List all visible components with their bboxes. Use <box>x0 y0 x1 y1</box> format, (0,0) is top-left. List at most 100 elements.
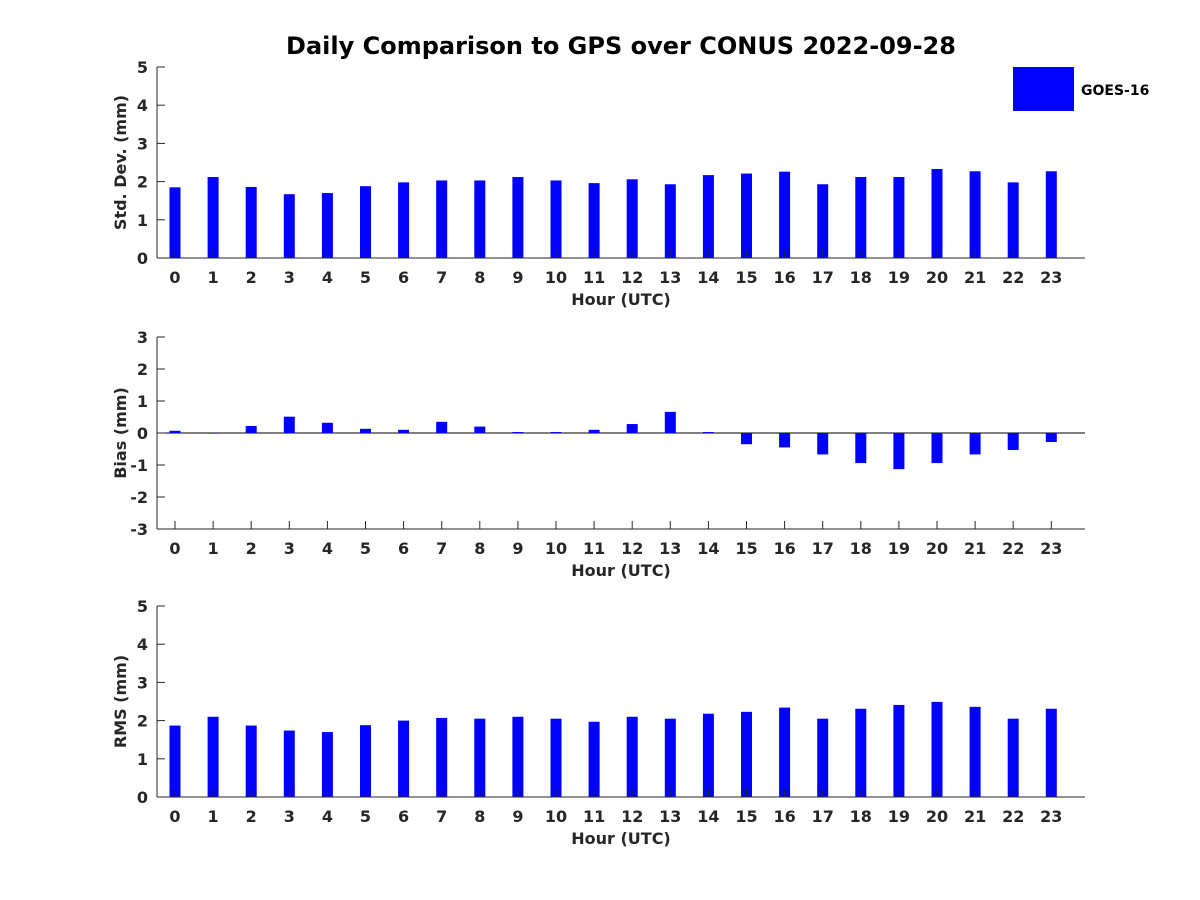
x-tick-label: 4 <box>322 539 333 558</box>
y-tick-label: 2 <box>137 712 148 731</box>
x-tick-label: 2 <box>246 539 257 558</box>
bar-hour-0 <box>169 430 181 433</box>
bar-hour-13 <box>664 184 676 258</box>
bar-hour-2 <box>245 725 257 797</box>
y-tick-label: 1 <box>137 750 148 769</box>
legend-label: GOES-16 <box>1081 83 1149 99</box>
x-tick-label: 11 <box>583 807 605 826</box>
x-tick-label: 10 <box>545 807 567 826</box>
x-tick-label: 1 <box>208 807 219 826</box>
y-tick-label: -2 <box>130 488 148 507</box>
bar-hour-9 <box>512 177 524 258</box>
bar-hour-2 <box>245 425 257 433</box>
y-tick-label: 5 <box>137 597 148 616</box>
bar-hour-14 <box>702 713 714 797</box>
bar-hour-17 <box>817 718 829 797</box>
bar-hour-9 <box>512 432 524 433</box>
bar-hour-4 <box>321 732 333 797</box>
chart-title: Daily Comparison to GPS over CONUS 2022-… <box>286 32 956 60</box>
x-tick-label: 0 <box>169 539 180 558</box>
x-tick-label: 14 <box>697 539 719 558</box>
y-tick-label: 1 <box>137 392 148 411</box>
bar-hour-21 <box>969 706 981 797</box>
x-tick-label: 13 <box>659 807 681 826</box>
x-tick-label: 22 <box>1002 807 1024 826</box>
x-tick-label: 20 <box>926 268 948 287</box>
bar-hour-3 <box>283 730 295 797</box>
bar-hour-15 <box>741 433 752 445</box>
y-tick-label: 1 <box>137 211 148 230</box>
x-tick-label: 9 <box>512 539 523 558</box>
bar-hour-19 <box>893 704 905 797</box>
bar-hour-20 <box>931 701 943 797</box>
bar-hour-0 <box>169 725 181 797</box>
x-tick-label: 18 <box>850 807 872 826</box>
y-tick-label: -1 <box>130 456 148 475</box>
bar-hour-14 <box>702 175 714 258</box>
bar-hour-16 <box>779 433 791 448</box>
x-tick-label: 18 <box>850 268 872 287</box>
x-tick-label: 23 <box>1040 268 1062 287</box>
x-tick-label: 10 <box>545 539 567 558</box>
bar-hour-10 <box>550 180 562 258</box>
x-tick-label: 16 <box>773 807 795 826</box>
x-tick-label: 5 <box>360 539 371 558</box>
x-tick-label: 19 <box>888 807 910 826</box>
x-tick-label: 17 <box>812 539 834 558</box>
x-tick-label: 2 <box>246 268 257 287</box>
y-tick-label: -3 <box>130 520 148 539</box>
x-axis-label: Hour (UTC) <box>571 290 671 309</box>
bar-hour-7 <box>436 180 448 258</box>
x-tick-label: 5 <box>360 807 371 826</box>
x-tick-label: 6 <box>398 539 409 558</box>
bar-hour-1 <box>207 177 219 258</box>
legend: GOES-16 <box>1013 67 1149 111</box>
x-tick-label: 5 <box>360 268 371 287</box>
legend-swatch <box>1013 67 1074 111</box>
y-axis-label: RMS (mm) <box>111 655 130 748</box>
x-tick-label: 21 <box>964 807 986 826</box>
x-tick-label: 19 <box>888 268 910 287</box>
bar-hour-21 <box>969 433 981 455</box>
bar-hour-8 <box>474 426 486 433</box>
bar-hour-6 <box>398 429 410 433</box>
bar-hour-20 <box>931 433 943 464</box>
x-tick-label: 15 <box>735 268 757 287</box>
x-tick-label: 22 <box>1002 539 1024 558</box>
x-tick-label: 11 <box>583 539 605 558</box>
x-tick-label: 23 <box>1040 807 1062 826</box>
x-tick-label: 11 <box>583 268 605 287</box>
x-tick-label: 21 <box>964 268 986 287</box>
x-tick-label: 14 <box>697 807 719 826</box>
bar-hour-8 <box>474 718 486 797</box>
y-tick-label: 2 <box>137 360 148 379</box>
x-tick-label: 16 <box>773 539 795 558</box>
bar-hour-7 <box>436 717 448 797</box>
x-tick-label: 22 <box>1002 268 1024 287</box>
bar-hour-11 <box>588 721 600 797</box>
x-tick-label: 15 <box>735 539 757 558</box>
x-tick-label: 10 <box>545 268 567 287</box>
x-tick-label: 9 <box>512 268 523 287</box>
bar-hour-3 <box>283 194 295 258</box>
bar-hour-5 <box>360 428 371 433</box>
bar-hour-5 <box>360 725 371 797</box>
bar-hour-1 <box>207 433 219 434</box>
x-tick-label: 7 <box>436 807 447 826</box>
bar-hour-11 <box>588 429 600 433</box>
x-tick-label: 12 <box>621 268 643 287</box>
bar-hour-13 <box>664 411 676 433</box>
bar-hour-7 <box>436 421 448 433</box>
bar-hour-14 <box>702 432 714 433</box>
bar-hour-19 <box>893 177 905 258</box>
x-axis-label: Hour (UTC) <box>571 829 671 848</box>
x-tick-label: 17 <box>812 268 834 287</box>
bar-hour-18 <box>855 433 867 464</box>
x-tick-label: 12 <box>621 807 643 826</box>
x-tick-label: 15 <box>735 807 757 826</box>
bar-hour-16 <box>779 707 791 797</box>
bar-hour-15 <box>741 173 752 258</box>
x-tick-label: 3 <box>284 807 295 826</box>
bar-hour-11 <box>588 183 600 258</box>
